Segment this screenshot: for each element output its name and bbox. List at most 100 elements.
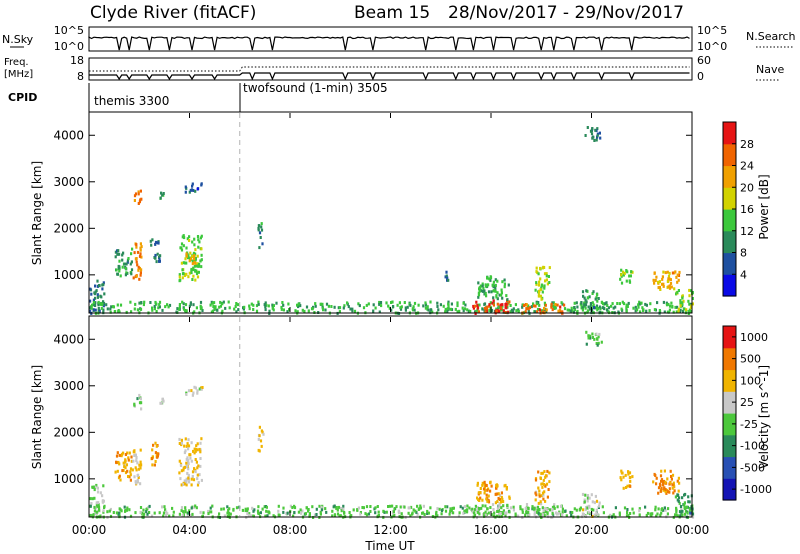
heatmap-cell	[602, 511, 605, 515]
heatmap-cell	[102, 509, 105, 513]
heatmap-cell	[502, 504, 505, 508]
heatmap-cell	[539, 266, 542, 270]
heatmap-cell	[424, 301, 427, 305]
heatmap-cell	[670, 285, 673, 289]
heatmap-cell	[553, 503, 556, 507]
heatmap-cell	[598, 501, 601, 505]
heatmap-cell	[139, 510, 142, 514]
heatmap-cell	[676, 273, 679, 277]
heatmap-cell	[581, 290, 585, 294]
heatmap-cell	[154, 451, 157, 455]
heatmap-cell	[440, 512, 443, 516]
heatmap-cell	[584, 508, 587, 512]
heatmap-cell	[444, 505, 447, 509]
heatmap-cell	[559, 308, 562, 312]
heatmap-cell	[556, 505, 559, 509]
velocity-heatmap	[89, 330, 695, 520]
heatmap-cell	[688, 309, 691, 313]
heatmap-cell	[185, 479, 188, 483]
colorbar-tick-label: 12	[740, 225, 754, 238]
heatmap-cell	[500, 306, 503, 310]
heatmap-cell	[648, 309, 651, 313]
heatmap-cell	[492, 296, 495, 300]
heatmap-cell	[189, 453, 192, 457]
heatmap-cell	[180, 248, 184, 252]
heatmap-cell	[477, 293, 481, 297]
heatmap-cell	[135, 459, 138, 463]
heatmap-cell	[188, 304, 191, 308]
colorbar-segment	[723, 230, 736, 254]
heatmap-cell	[483, 302, 486, 306]
heatmap-cell	[315, 507, 318, 511]
heatmap-cell	[464, 509, 467, 513]
heatmap-cell	[377, 510, 380, 514]
heatmap-cell	[193, 237, 196, 241]
heatmap-cell	[260, 222, 263, 226]
heatmap-cell	[196, 483, 200, 487]
heatmap-cell	[660, 479, 663, 483]
heatmap-cell	[444, 310, 447, 314]
heatmap-cell	[259, 511, 262, 515]
heatmap-cell	[201, 386, 204, 389]
heatmap-cell	[566, 308, 569, 312]
heatmap-cell	[488, 309, 491, 313]
heatmap-cell	[495, 514, 499, 518]
y-tick-label: 4000	[53, 332, 84, 346]
heatmap-cell	[194, 261, 197, 265]
heatmap-cell	[585, 506, 588, 509]
heatmap-cell	[672, 491, 675, 495]
heatmap-cell	[504, 511, 507, 515]
heatmap-cell	[137, 476, 140, 479]
heatmap-cell	[257, 512, 260, 516]
heatmap-cell	[199, 304, 202, 308]
heatmap-cell	[537, 301, 540, 304]
heatmap-cell	[92, 513, 95, 517]
heatmap-cell	[581, 492, 585, 496]
heatmap-cell	[244, 507, 247, 511]
heatmap-cell	[109, 507, 112, 511]
heatmap-cell	[541, 491, 545, 495]
heatmap-cell	[473, 513, 477, 517]
heatmap-cell	[343, 304, 346, 308]
heatmap-cell	[450, 302, 453, 306]
heatmap-cell	[116, 252, 119, 256]
heatmap-cell	[524, 310, 527, 314]
heatmap-cell	[671, 473, 675, 477]
heatmap-cell	[134, 302, 137, 306]
heatmap-cell	[535, 281, 538, 285]
heatmap-cell	[429, 506, 432, 510]
heatmap-cell	[497, 305, 501, 309]
heatmap-cell	[590, 507, 593, 511]
heatmap-cell	[241, 508, 244, 512]
heatmap-cell	[477, 310, 480, 314]
heatmap-cell	[261, 430, 264, 434]
heatmap-cell	[252, 308, 255, 311]
heatmap-cell	[110, 305, 113, 309]
heatmap-cell	[620, 307, 623, 311]
heatmap-cell	[260, 444, 263, 448]
heatmap-cell	[583, 498, 586, 502]
heatmap-cell	[189, 188, 192, 192]
heatmap-cell	[444, 307, 447, 311]
heatmap-cell	[491, 503, 495, 507]
heatmap-cell	[515, 309, 518, 313]
heatmap-cell	[527, 307, 530, 311]
heatmap-cell	[600, 300, 603, 304]
heatmap-cell	[677, 489, 680, 493]
heatmap-cell	[143, 512, 146, 516]
heatmap-cell	[667, 275, 671, 278]
heatmap-cell	[599, 136, 602, 140]
heatmap-cell	[247, 513, 250, 517]
heatmap-cell	[544, 499, 547, 503]
heatmap-cell	[471, 507, 474, 511]
heatmap-cell	[201, 309, 204, 312]
heatmap-cell	[548, 508, 552, 512]
heatmap-cell	[567, 308, 570, 312]
heatmap-cell	[631, 507, 634, 511]
heatmap-cell	[592, 508, 595, 512]
nave-tick-top: 60	[697, 54, 711, 67]
heatmap-cell	[474, 310, 477, 314]
heatmap-cell	[662, 300, 665, 304]
heatmap-cell	[539, 500, 542, 504]
heatmap-cell	[182, 483, 185, 486]
